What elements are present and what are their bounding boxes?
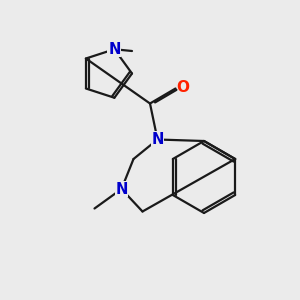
Text: O: O <box>176 80 190 95</box>
Text: N: N <box>108 42 121 57</box>
Text: N: N <box>115 182 128 196</box>
Text: N: N <box>151 132 164 147</box>
